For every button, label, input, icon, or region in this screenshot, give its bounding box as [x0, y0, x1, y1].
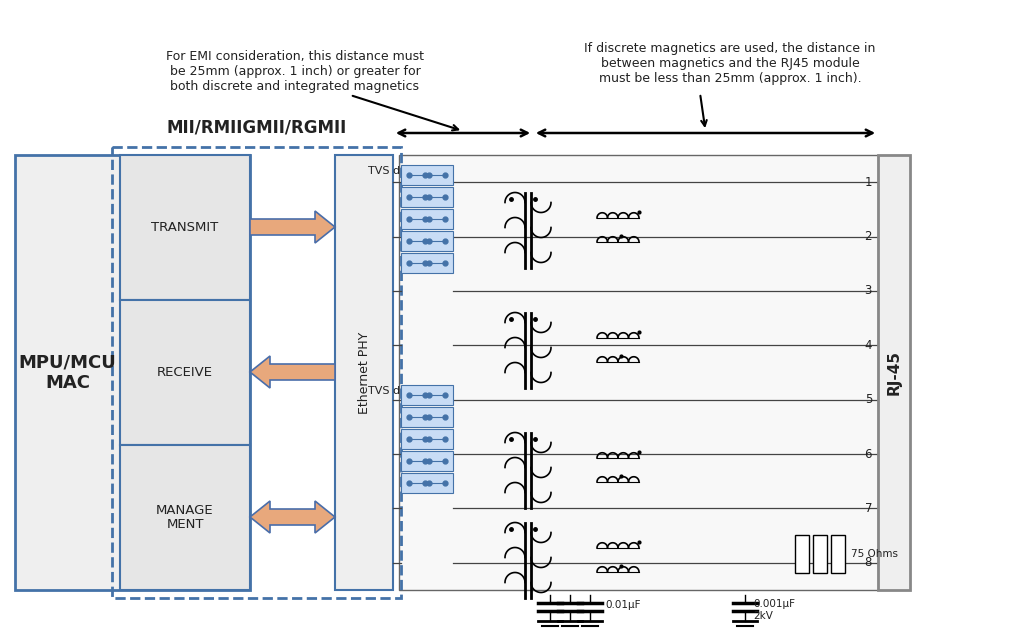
Text: 0.001μF
2kV: 0.001μF 2kV: [753, 599, 795, 621]
Bar: [401, 231, 453, 251]
Polygon shape: [250, 211, 335, 243]
Bar: [401, 429, 453, 449]
Text: 7: 7: [864, 502, 872, 515]
Text: TVS diodes: TVS diodes: [368, 166, 430, 176]
Text: 6: 6: [864, 448, 872, 460]
Bar: [795, 535, 809, 573]
Bar: [120, 445, 250, 590]
Bar: [401, 209, 453, 229]
Text: MII/RMIIGMII/RGMII: MII/RMIIGMII/RGMII: [166, 119, 347, 137]
Bar: [401, 253, 453, 273]
Bar: [15, 155, 250, 590]
Polygon shape: [250, 356, 335, 388]
Bar: [401, 385, 453, 405]
Text: 5: 5: [864, 393, 872, 406]
Bar: [399, 155, 878, 590]
Text: RJ-45: RJ-45: [887, 350, 901, 395]
Text: TRANSMIT: TRANSMIT: [152, 221, 219, 234]
Bar: [813, 535, 827, 573]
Polygon shape: [250, 501, 335, 533]
Text: Ethernet PHY: Ethernet PHY: [357, 332, 371, 414]
Bar: [401, 451, 453, 471]
Text: 8: 8: [864, 556, 872, 570]
Text: TVS diodes: TVS diodes: [368, 386, 430, 396]
Bar: [112, 147, 401, 598]
Text: 3: 3: [864, 284, 872, 298]
Text: For EMI consideration, this distance must
be 25mm (approx. 1 inch) or greater fo: For EMI consideration, this distance mus…: [166, 50, 424, 93]
Bar: [401, 165, 453, 185]
Text: MPU/MCU
MAC: MPU/MCU MAC: [18, 353, 117, 392]
Text: 4: 4: [864, 339, 872, 352]
Text: 75 Ohms: 75 Ohms: [851, 549, 898, 559]
Text: MANAGE
MENT: MANAGE MENT: [157, 504, 214, 531]
Text: 2: 2: [864, 230, 872, 243]
Bar: [878, 155, 910, 590]
Text: If discrete magnetics are used, the distance in
between magnetics and the RJ45 m: If discrete magnetics are used, the dist…: [585, 42, 876, 85]
Text: RECEIVE: RECEIVE: [157, 366, 213, 379]
Bar: [401, 187, 453, 207]
Bar: [335, 155, 393, 590]
Text: 1: 1: [864, 176, 872, 188]
Bar: [120, 300, 250, 445]
Bar: [120, 155, 250, 300]
Bar: [401, 407, 453, 427]
Bar: [401, 473, 453, 493]
Text: 0.01μF: 0.01μF: [605, 600, 640, 610]
Bar: [831, 535, 845, 573]
